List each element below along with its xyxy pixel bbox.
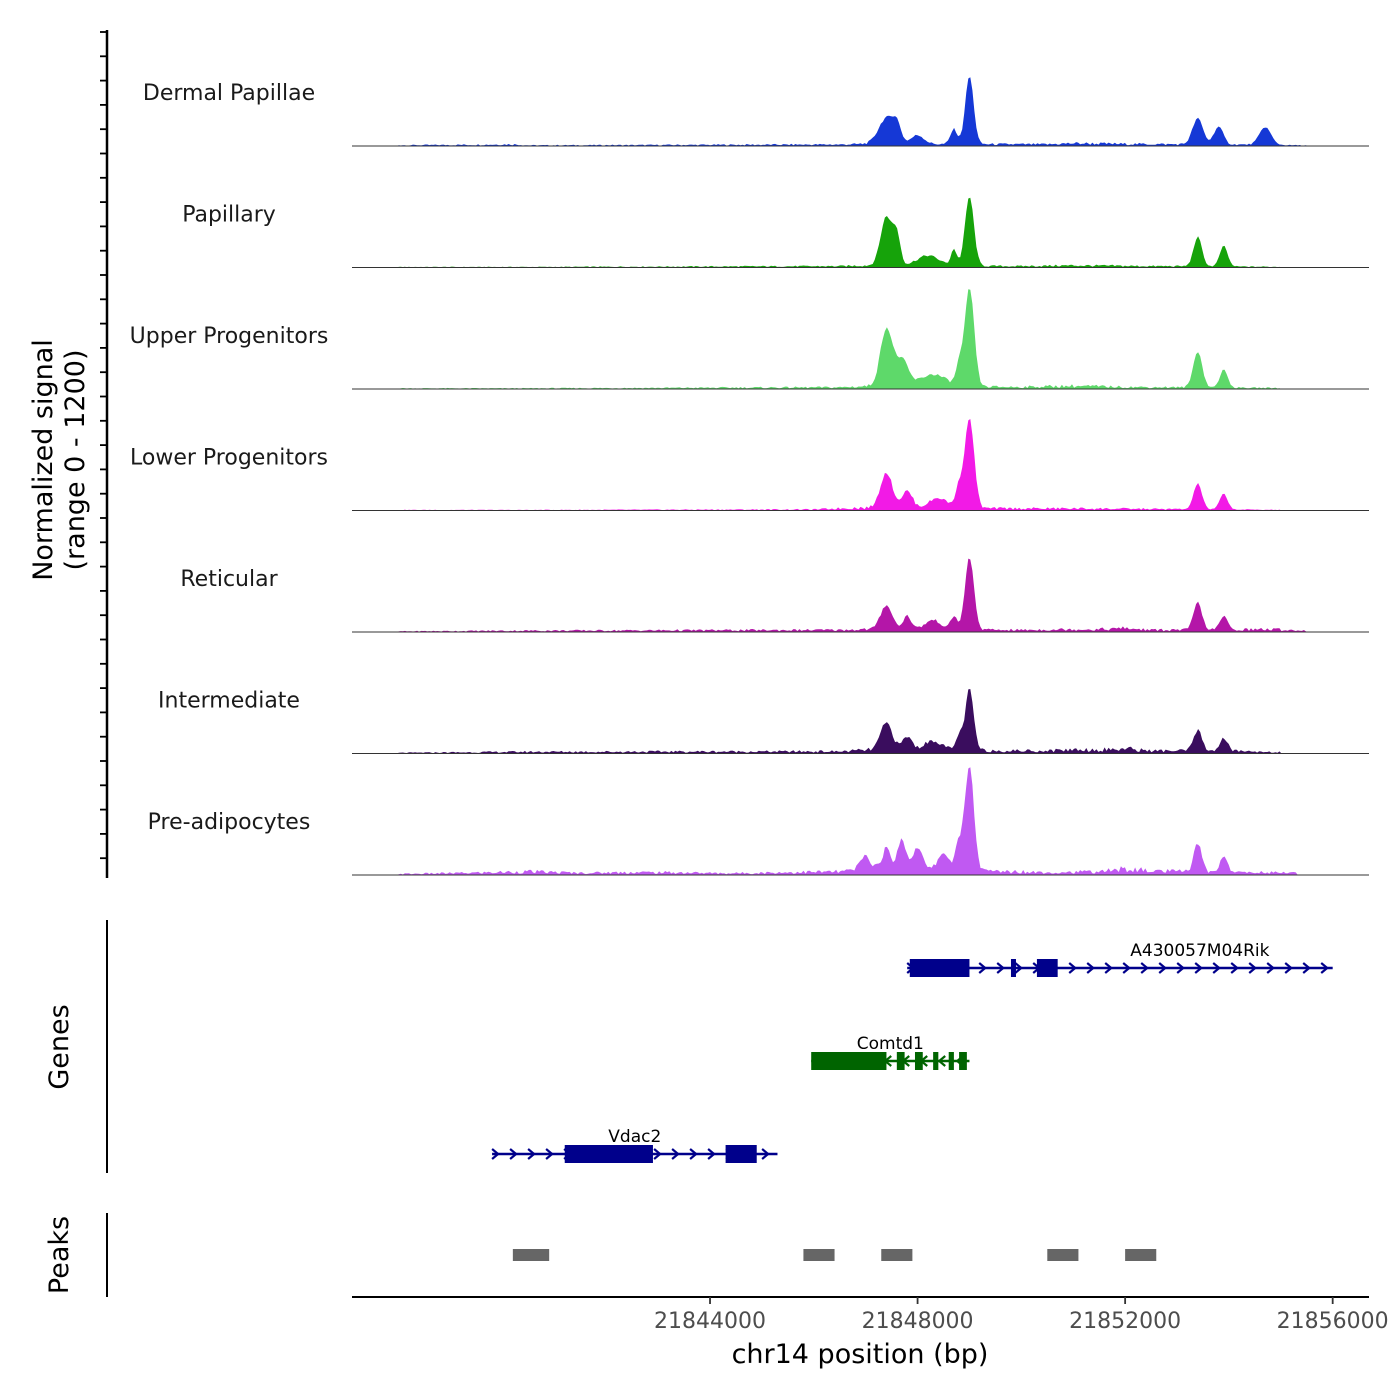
peaks-track xyxy=(512,1249,1157,1261)
strand-arrow xyxy=(761,1148,770,1160)
peaks-axis-title: Peaks xyxy=(44,1216,75,1294)
strand-arrow xyxy=(653,1148,662,1160)
coverage-area xyxy=(352,197,1369,268)
peak-region xyxy=(512,1249,550,1261)
strand-arrow xyxy=(1176,962,1185,974)
strand-arrow xyxy=(671,1148,680,1160)
gene-exon xyxy=(959,1052,967,1070)
gene-exon xyxy=(933,1052,939,1070)
gene-name-label: Vdac2 xyxy=(608,1127,661,1147)
strand-arrow xyxy=(1302,962,1311,974)
strand-arrow xyxy=(1194,962,1203,974)
strand-arrow xyxy=(996,962,1005,974)
peak-region xyxy=(1125,1249,1157,1261)
peak-region xyxy=(1047,1249,1079,1261)
coverage-area xyxy=(352,558,1369,632)
strand-arrow xyxy=(1086,962,1095,974)
strand-arrow xyxy=(509,1148,518,1160)
gene-exon xyxy=(896,1052,905,1070)
gene-name-label: Comtd1 xyxy=(857,1034,924,1054)
gene-exon xyxy=(725,1145,757,1163)
track-label: Reticular xyxy=(180,567,278,592)
peak-region xyxy=(803,1249,835,1261)
coverage-area xyxy=(352,289,1369,389)
strand-arrow xyxy=(527,1148,536,1160)
peak-region xyxy=(881,1249,913,1261)
strand-arrow xyxy=(1212,962,1221,974)
coverage-area xyxy=(352,689,1369,754)
coverage-area xyxy=(352,419,1369,511)
y-axis-title-line1: Normalized signal xyxy=(28,339,59,581)
x-axis-ticks: 21844000 21848000 21852000 21856000 xyxy=(654,1297,1389,1334)
track-label: Papillary xyxy=(182,203,276,228)
gene-exon xyxy=(1036,959,1058,977)
track-label: Lower Progenitors xyxy=(130,446,328,471)
strand-arrow xyxy=(1248,962,1257,974)
x-axis-title: chr14 position (bp) xyxy=(732,1339,989,1370)
x-tick-label: 21844000 xyxy=(654,1309,766,1334)
strand-arrow xyxy=(1266,962,1275,974)
strand-arrow xyxy=(978,962,987,974)
strand-arrow xyxy=(1122,962,1131,974)
coverage-area xyxy=(352,767,1369,875)
track-label: Intermediate xyxy=(158,689,300,714)
gene-exon xyxy=(564,1145,653,1163)
x-tick-label: 21852000 xyxy=(1069,1309,1181,1334)
x-tick-label: 21848000 xyxy=(862,1309,974,1334)
gene-exon xyxy=(1010,959,1016,977)
strand-arrow xyxy=(1014,962,1023,974)
strand-arrow xyxy=(689,1148,698,1160)
genes-axis-title: Genes xyxy=(44,1004,75,1089)
strand-arrow xyxy=(1068,962,1077,974)
track-label: Dermal Papillae xyxy=(143,81,315,106)
strand-arrow xyxy=(1104,962,1113,974)
strand-arrow xyxy=(545,1148,554,1160)
coverage-tracks: Dermal Papillae Papillary Upper Progenitor… xyxy=(130,77,1369,876)
strand-arrow xyxy=(1230,962,1239,974)
gene-exon xyxy=(909,959,970,977)
coverage-area xyxy=(352,77,1369,146)
track-label: Upper Progenitors xyxy=(130,324,329,349)
strand-arrow xyxy=(1140,962,1149,974)
gene-name-label: A430057M04Rik xyxy=(1130,941,1269,961)
y-axis-title-line2: (range 0 - 1200) xyxy=(60,350,91,571)
gene-exon xyxy=(948,1052,954,1070)
gene-exon xyxy=(811,1052,887,1070)
gene-annotation-track: A430057M04Rik Comtd1 Vdac2 xyxy=(491,941,1333,1163)
strand-arrow xyxy=(1284,962,1293,974)
strand-arrow xyxy=(707,1148,716,1160)
track-label: Pre-adipocytes xyxy=(148,810,311,835)
strand-arrow xyxy=(937,1055,946,1067)
strand-arrow xyxy=(491,1148,500,1160)
strand-arrow xyxy=(1158,962,1167,974)
x-tick-label: 21856000 xyxy=(1277,1309,1389,1334)
gene-exon xyxy=(914,1052,923,1070)
signal-y-axis xyxy=(100,30,109,878)
strand-arrow xyxy=(1320,962,1329,974)
